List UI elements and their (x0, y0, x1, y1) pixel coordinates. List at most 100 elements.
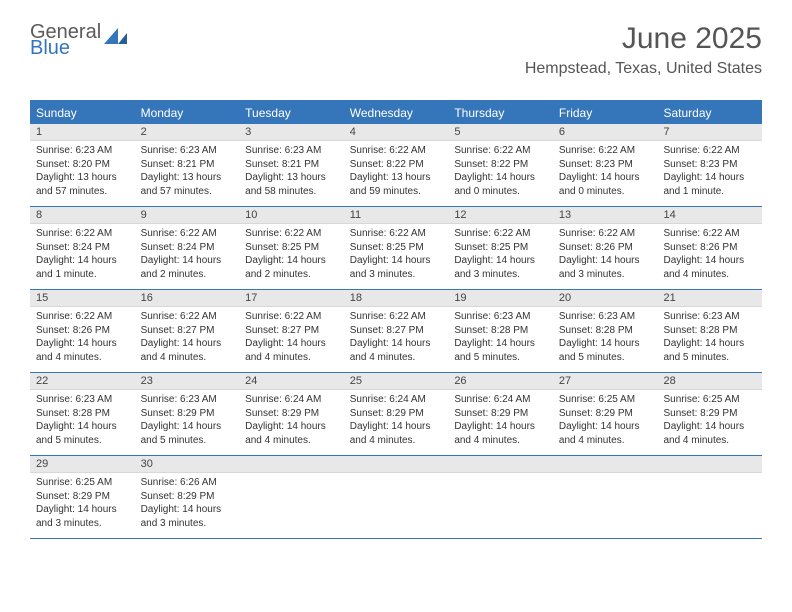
day-content (344, 473, 449, 482)
day-content: Sunrise: 6:22 AMSunset: 8:25 PMDaylight:… (239, 224, 344, 287)
day-content: Sunrise: 6:22 AMSunset: 8:22 PMDaylight:… (448, 141, 553, 204)
day-cell: 1Sunrise: 6:23 AMSunset: 8:20 PMDaylight… (30, 124, 135, 206)
day-content (448, 473, 553, 482)
calendar: SundayMondayTuesdayWednesdayThursdayFrid… (30, 100, 762, 539)
day-cell (448, 456, 553, 538)
day-cell: 19Sunrise: 6:23 AMSunset: 8:28 PMDayligh… (448, 290, 553, 372)
day-content: Sunrise: 6:22 AMSunset: 8:23 PMDaylight:… (553, 141, 658, 204)
location: Hempstead, Texas, United States (525, 60, 762, 78)
day-number: 12 (448, 207, 553, 224)
day-number: 8 (30, 207, 135, 224)
day-number: 23 (135, 373, 240, 390)
day-number (344, 456, 449, 473)
day-cell: 25Sunrise: 6:24 AMSunset: 8:29 PMDayligh… (344, 373, 449, 455)
day-number: 17 (239, 290, 344, 307)
weekday-header: Sunday (30, 102, 135, 124)
week-row: 22Sunrise: 6:23 AMSunset: 8:28 PMDayligh… (30, 373, 762, 456)
day-content: Sunrise: 6:23 AMSunset: 8:28 PMDaylight:… (448, 307, 553, 370)
day-number: 15 (30, 290, 135, 307)
day-content: Sunrise: 6:25 AMSunset: 8:29 PMDaylight:… (30, 473, 135, 536)
day-cell: 4Sunrise: 6:22 AMSunset: 8:22 PMDaylight… (344, 124, 449, 206)
day-content: Sunrise: 6:23 AMSunset: 8:20 PMDaylight:… (30, 141, 135, 204)
day-number: 14 (657, 207, 762, 224)
day-content: Sunrise: 6:22 AMSunset: 8:27 PMDaylight:… (344, 307, 449, 370)
day-content: Sunrise: 6:23 AMSunset: 8:29 PMDaylight:… (135, 390, 240, 453)
day-cell: 5Sunrise: 6:22 AMSunset: 8:22 PMDaylight… (448, 124, 553, 206)
weekday-header: Monday (135, 102, 240, 124)
day-number: 18 (344, 290, 449, 307)
day-cell: 30Sunrise: 6:26 AMSunset: 8:29 PMDayligh… (135, 456, 240, 538)
day-content: Sunrise: 6:25 AMSunset: 8:29 PMDaylight:… (553, 390, 658, 453)
day-cell: 22Sunrise: 6:23 AMSunset: 8:28 PMDayligh… (30, 373, 135, 455)
day-cell: 13Sunrise: 6:22 AMSunset: 8:26 PMDayligh… (553, 207, 658, 289)
month-title: June 2025 (525, 22, 762, 56)
day-cell: 15Sunrise: 6:22 AMSunset: 8:26 PMDayligh… (30, 290, 135, 372)
day-content: Sunrise: 6:22 AMSunset: 8:27 PMDaylight:… (135, 307, 240, 370)
day-cell: 26Sunrise: 6:24 AMSunset: 8:29 PMDayligh… (448, 373, 553, 455)
day-content: Sunrise: 6:22 AMSunset: 8:25 PMDaylight:… (344, 224, 449, 287)
day-number: 11 (344, 207, 449, 224)
day-number: 27 (553, 373, 658, 390)
day-cell: 23Sunrise: 6:23 AMSunset: 8:29 PMDayligh… (135, 373, 240, 455)
day-number: 3 (239, 124, 344, 141)
day-cell: 27Sunrise: 6:25 AMSunset: 8:29 PMDayligh… (553, 373, 658, 455)
day-number: 10 (239, 207, 344, 224)
day-number: 6 (553, 124, 658, 141)
day-cell: 17Sunrise: 6:22 AMSunset: 8:27 PMDayligh… (239, 290, 344, 372)
day-cell: 16Sunrise: 6:22 AMSunset: 8:27 PMDayligh… (135, 290, 240, 372)
day-cell: 8Sunrise: 6:22 AMSunset: 8:24 PMDaylight… (30, 207, 135, 289)
day-content: Sunrise: 6:22 AMSunset: 8:26 PMDaylight:… (657, 224, 762, 287)
day-content: Sunrise: 6:22 AMSunset: 8:25 PMDaylight:… (448, 224, 553, 287)
day-number: 28 (657, 373, 762, 390)
day-number: 1 (30, 124, 135, 141)
day-number: 21 (657, 290, 762, 307)
day-cell: 24Sunrise: 6:24 AMSunset: 8:29 PMDayligh… (239, 373, 344, 455)
title-block: June 2025 Hempstead, Texas, United State… (525, 22, 762, 78)
day-content: Sunrise: 6:23 AMSunset: 8:21 PMDaylight:… (135, 141, 240, 204)
day-number (657, 456, 762, 473)
day-cell: 7Sunrise: 6:22 AMSunset: 8:23 PMDaylight… (657, 124, 762, 206)
day-cell: 6Sunrise: 6:22 AMSunset: 8:23 PMDaylight… (553, 124, 658, 206)
day-content: Sunrise: 6:22 AMSunset: 8:26 PMDaylight:… (553, 224, 658, 287)
day-cell: 29Sunrise: 6:25 AMSunset: 8:29 PMDayligh… (30, 456, 135, 538)
day-number: 30 (135, 456, 240, 473)
weekday-header-row: SundayMondayTuesdayWednesdayThursdayFrid… (30, 102, 762, 124)
day-number: 7 (657, 124, 762, 141)
day-number: 13 (553, 207, 658, 224)
logo: General Blue (30, 22, 129, 58)
day-number: 26 (448, 373, 553, 390)
day-number: 29 (30, 456, 135, 473)
day-content: Sunrise: 6:23 AMSunset: 8:28 PMDaylight:… (30, 390, 135, 453)
day-cell: 18Sunrise: 6:22 AMSunset: 8:27 PMDayligh… (344, 290, 449, 372)
day-cell: 14Sunrise: 6:22 AMSunset: 8:26 PMDayligh… (657, 207, 762, 289)
day-cell: 12Sunrise: 6:22 AMSunset: 8:25 PMDayligh… (448, 207, 553, 289)
day-number: 2 (135, 124, 240, 141)
day-content: Sunrise: 6:22 AMSunset: 8:24 PMDaylight:… (135, 224, 240, 287)
day-number: 22 (30, 373, 135, 390)
weekday-header: Friday (553, 102, 658, 124)
day-content: Sunrise: 6:24 AMSunset: 8:29 PMDaylight:… (239, 390, 344, 453)
day-content: Sunrise: 6:23 AMSunset: 8:21 PMDaylight:… (239, 141, 344, 204)
day-number: 25 (344, 373, 449, 390)
day-cell: 21Sunrise: 6:23 AMSunset: 8:28 PMDayligh… (657, 290, 762, 372)
day-cell: 2Sunrise: 6:23 AMSunset: 8:21 PMDaylight… (135, 124, 240, 206)
day-cell: 3Sunrise: 6:23 AMSunset: 8:21 PMDaylight… (239, 124, 344, 206)
day-content: Sunrise: 6:22 AMSunset: 8:22 PMDaylight:… (344, 141, 449, 204)
day-content: Sunrise: 6:22 AMSunset: 8:24 PMDaylight:… (30, 224, 135, 287)
day-content: Sunrise: 6:22 AMSunset: 8:27 PMDaylight:… (239, 307, 344, 370)
day-content: Sunrise: 6:24 AMSunset: 8:29 PMDaylight:… (448, 390, 553, 453)
day-content (239, 473, 344, 482)
week-row: 1Sunrise: 6:23 AMSunset: 8:20 PMDaylight… (30, 124, 762, 207)
day-number (553, 456, 658, 473)
day-number: 20 (553, 290, 658, 307)
day-number: 9 (135, 207, 240, 224)
weekday-header: Saturday (657, 102, 762, 124)
day-cell: 28Sunrise: 6:25 AMSunset: 8:29 PMDayligh… (657, 373, 762, 455)
day-content: Sunrise: 6:23 AMSunset: 8:28 PMDaylight:… (657, 307, 762, 370)
day-number: 5 (448, 124, 553, 141)
day-number (239, 456, 344, 473)
day-cell (657, 456, 762, 538)
day-cell: 9Sunrise: 6:22 AMSunset: 8:24 PMDaylight… (135, 207, 240, 289)
weekday-header: Tuesday (239, 102, 344, 124)
week-row: 15Sunrise: 6:22 AMSunset: 8:26 PMDayligh… (30, 290, 762, 373)
